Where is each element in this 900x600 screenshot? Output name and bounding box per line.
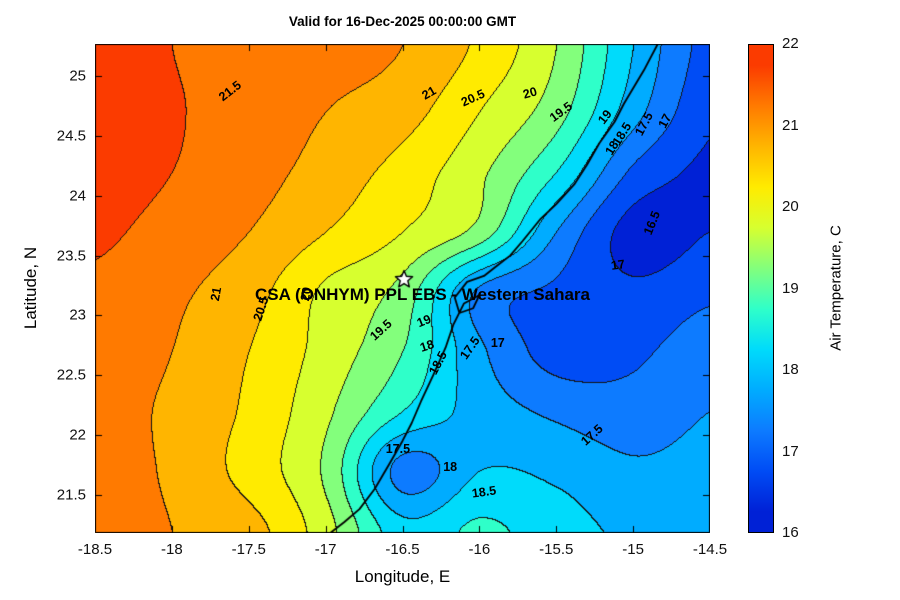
annotation-text: CSA (ONHYM) PPL EBS - Western Sahara bbox=[254, 285, 591, 305]
y-tick-label: 22.5 bbox=[56, 366, 86, 384]
colorbar-tick-label: 20 bbox=[782, 198, 799, 215]
colorbar-tick-label: 19 bbox=[782, 279, 799, 297]
x-tick-label: -15.5 bbox=[539, 541, 574, 558]
y-axis-label: Latitude, N bbox=[21, 246, 40, 330]
x-tick-label: -16 bbox=[468, 541, 491, 558]
colorbar-label: Air Temperature, C bbox=[827, 225, 845, 351]
x-tick-label: -14.5 bbox=[692, 541, 728, 558]
colorbar-tick-label: 22 bbox=[782, 35, 799, 52]
x-tick-label: -15 bbox=[622, 541, 644, 558]
x-axis-label: Longitude, E bbox=[354, 567, 451, 586]
x-tick-label: -18 bbox=[161, 541, 183, 558]
y-tick-label: 23 bbox=[69, 306, 86, 324]
colorbar-tick-label: 21 bbox=[782, 116, 799, 134]
y-tick-label: 22 bbox=[69, 426, 86, 444]
y-tick-label: 23.5 bbox=[56, 247, 86, 265]
colorbar-gradient bbox=[748, 44, 774, 533]
colorbar-tick-label: 16 bbox=[782, 524, 799, 541]
y-tick-label: 24 bbox=[69, 187, 86, 205]
y-tick-label: 21.5 bbox=[56, 486, 86, 504]
y-tick-label: 24.5 bbox=[56, 127, 86, 145]
plot-area: 21.5 21 20.5 20 19.5 19 18.5 18 17.5 17 16.5 17 21 20… bbox=[57, 44, 727, 558]
x-tick-label: -18.5 bbox=[77, 541, 113, 558]
colorbar-tick-label: 18 bbox=[782, 361, 799, 378]
x-tick-label: -17 bbox=[314, 541, 337, 558]
y-tick-label: 25 bbox=[69, 67, 86, 85]
figure-title: Valid for 16-Dec-2025 00:00:00 GMT bbox=[288, 14, 517, 29]
x-tick-label: -17.5 bbox=[231, 541, 266, 558]
contour-canvas bbox=[95, 44, 710, 533]
colorbar-tick-label: 17 bbox=[782, 442, 799, 460]
x-tick-label: -16.5 bbox=[385, 541, 420, 558]
